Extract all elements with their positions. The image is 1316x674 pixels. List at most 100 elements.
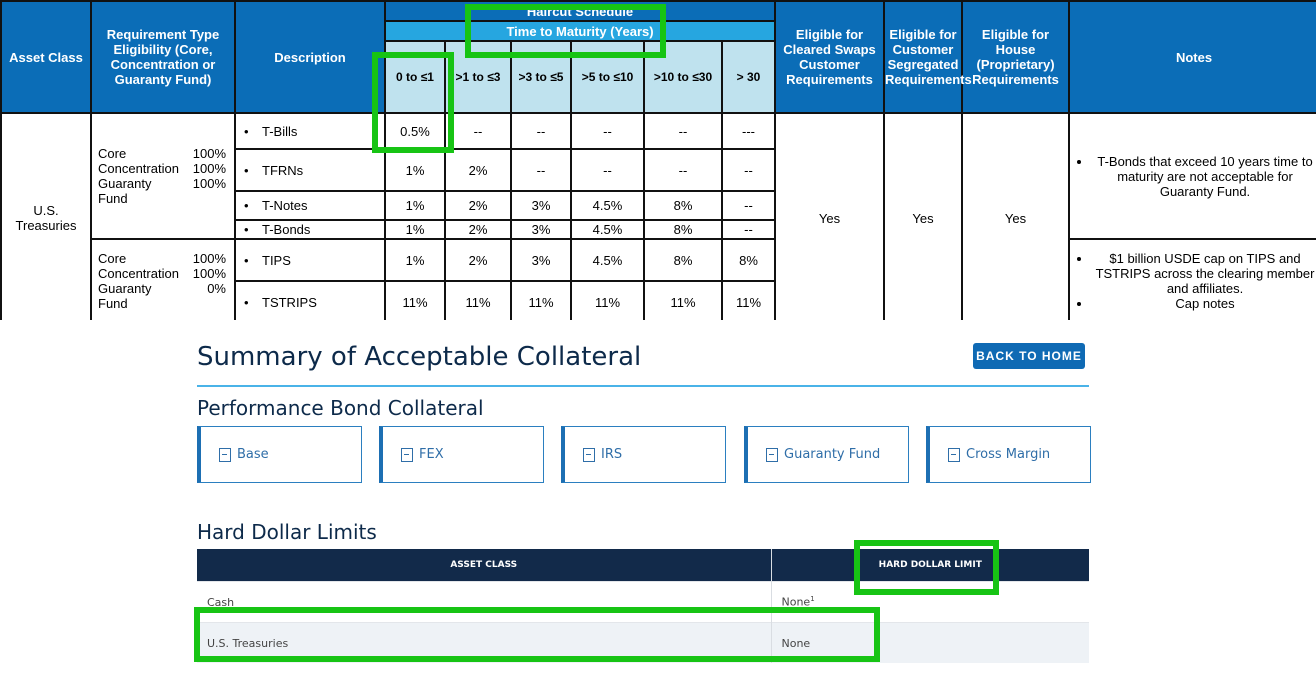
hd-asset-cell: Cash (197, 581, 771, 623)
note-item: T-Bonds that exceed 10 years time to mat… (1092, 154, 1316, 199)
description-cell: • T-Bonds (234, 219, 386, 240)
header-eligible-house: Eligible for House (Proprietary) Require… (961, 0, 1071, 114)
req-label: Guaranty Fund (98, 281, 152, 311)
pdf-icon (401, 447, 413, 462)
bucket-header: >3 to ≤5 (510, 40, 572, 114)
haircut-cell: -- (510, 148, 572, 192)
req-label: Core (98, 251, 127, 266)
hd-header-asset-class: ASSET CLASS (197, 549, 771, 582)
haircut-cell: 2% (444, 238, 512, 282)
haircut-cell: 3% (510, 190, 572, 221)
req-value: 100% (192, 251, 226, 266)
haircut-cell: 0.5% (384, 112, 446, 150)
haircut-cell: 1% (384, 219, 446, 240)
bucket-header: >5 to ≤10 (570, 40, 645, 114)
card-base[interactable]: Base (197, 426, 362, 483)
description-text: T-Notes (262, 198, 308, 213)
notes-group-2: $1 billion USDE cap on TIPS and TSTRIPS … (1068, 238, 1316, 320)
haircut-cell: 8% (643, 190, 723, 221)
header-eligible-cleared-swaps: Eligible for Cleared Swaps Customer Requ… (774, 0, 886, 114)
req-value: 100% (192, 266, 226, 281)
collateral-summary-section: Summary of Acceptable Collateral BACK TO… (0, 320, 1316, 674)
pdf-icon (766, 447, 778, 462)
card-label: FEX (419, 447, 444, 462)
card-label: Cross Margin (966, 447, 1051, 462)
eligible-house-cell: Yes (961, 112, 1071, 320)
haircut-cell: --- (720, 112, 777, 150)
table-row: U.S. Treasuries None (197, 622, 1089, 663)
req-label: Core (98, 146, 127, 161)
hd-limit-text: None (781, 636, 811, 650)
req-value: 100% (192, 146, 226, 161)
haircut-cell: 8% (643, 238, 723, 282)
performance-bond-cards: Base FEX IRS Guaranty Fund Cross Margin (197, 426, 1091, 484)
header-requirement-type: Requirement Type Eligibility (Core, Conc… (90, 0, 236, 114)
header-eligible-customer-segregated: Eligible for Customer Segregated Require… (883, 0, 972, 114)
title-divider (197, 385, 1089, 387)
hd-asset-cell: U.S. Treasuries (197, 622, 771, 663)
haircut-cell: -- (643, 112, 723, 150)
requirement-group-1: Core 100% Concentration 100% Guaranty Fu… (90, 112, 236, 240)
haircut-cell: 11% (444, 280, 512, 320)
footnote-marker[interactable]: 1 (810, 595, 815, 604)
eligible-customer-segregated-cell: Yes (883, 112, 964, 320)
haircut-cell: -- (720, 190, 777, 221)
haircut-cell: 1% (384, 190, 446, 221)
description-text: T-Bonds (262, 222, 311, 237)
haircut-cell: 2% (444, 148, 512, 192)
description-text: TFRNs (262, 162, 304, 178)
card-irs[interactable]: IRS (561, 426, 726, 483)
pdf-icon (219, 447, 231, 462)
haircut-cell: -- (720, 219, 777, 240)
haircut-cell: -- (720, 148, 777, 192)
description-cell: • T-Bills (234, 112, 386, 150)
description-cell: • TIPS (234, 238, 386, 282)
asset-class-cell: U.S. Treasuries (0, 112, 92, 320)
haircut-cell: 1% (384, 238, 446, 282)
haircut-cell: 11% (720, 280, 777, 320)
haircut-cell: 2% (444, 190, 512, 221)
haircut-cell: 11% (510, 280, 572, 320)
card-label: Base (237, 447, 269, 462)
pdf-icon (583, 447, 595, 462)
bucket-header: >10 to ≤30 (643, 40, 723, 114)
haircut-cell: 2% (444, 219, 512, 240)
page-title: Summary of Acceptable Collateral (197, 342, 642, 372)
haircut-schedule-section: Asset Class Requirement Type Eligibility… (0, 0, 1316, 320)
card-guaranty-fund[interactable]: Guaranty Fund (744, 426, 909, 483)
hd-limit-cell: None1 (770, 581, 1089, 623)
req-value: 0% (207, 281, 226, 296)
bucket-header: > 30 (720, 40, 777, 114)
note-item: $1 billion USDE cap on TIPS and TSTRIPS … (1092, 251, 1316, 296)
description-text: TIPS (262, 252, 291, 268)
hard-dollar-table: ASSET CLASS HARD DOLLAR LIMIT Cash None1… (197, 549, 1089, 663)
description-text: TSTRIPS (262, 294, 317, 310)
hd-limit-text: None (781, 595, 811, 609)
back-to-home-button[interactable]: BACK TO HOME (973, 343, 1085, 369)
bucket-header: 0 to ≤1 (384, 40, 446, 114)
description-cell: • TSTRIPS (234, 280, 386, 320)
header-description: Description (234, 0, 386, 114)
haircut-cell: -- (570, 148, 645, 192)
card-cross-margin[interactable]: Cross Margin (926, 426, 1091, 483)
header-asset-class: Asset Class (0, 0, 92, 114)
performance-bond-heading: Performance Bond Collateral (197, 396, 484, 420)
haircut-cell: 8% (720, 238, 777, 282)
eligible-cleared-swaps-cell: Yes (774, 112, 886, 320)
haircut-cell: 4.5% (570, 238, 645, 282)
haircut-cell: 3% (510, 219, 572, 240)
table-row: Cash None1 (197, 581, 1089, 623)
haircut-cell: 3% (510, 238, 572, 282)
description-cell: • T-Notes (234, 190, 386, 221)
pdf-icon (948, 447, 960, 462)
header-time-to-maturity: Time to Maturity (Years) (383, 20, 777, 42)
header-notes: Notes (1068, 0, 1316, 114)
haircut-cell: 1% (384, 148, 446, 192)
haircut-cell: 11% (643, 280, 723, 320)
description-text: T-Bills (262, 123, 298, 139)
req-value: 100% (192, 176, 226, 191)
haircut-cell: 4.5% (570, 219, 645, 240)
req-label: Guaranty Fund (98, 176, 152, 206)
req-label: Concentration (98, 161, 179, 176)
card-fex[interactable]: FEX (379, 426, 544, 483)
